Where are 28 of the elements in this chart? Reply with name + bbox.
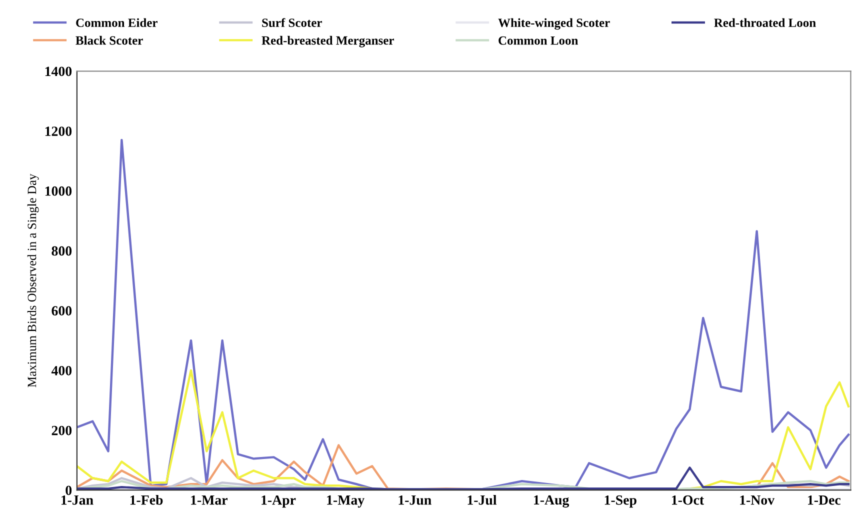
x-tick-label: 1-Mar	[191, 495, 228, 505]
legend-label: White-winged Scoter	[498, 18, 610, 30]
y-tick-label: 1200	[45, 126, 72, 136]
x-tick-label: 1-Jan	[61, 495, 94, 505]
legend-label: Surf Scoter	[262, 18, 322, 28]
x-tick-label: 1-Jun	[398, 495, 432, 505]
y-tick-label: 400	[51, 366, 72, 376]
legend-label: Common Eider	[76, 18, 158, 28]
y-tick-label: 0	[66, 486, 72, 496]
x-tick-label: 1-Jul	[468, 494, 497, 505]
legend-label: Black Scoter	[76, 36, 143, 45]
x-tick-label: 1-Aug	[534, 495, 570, 508]
x-tick-label: 1-Dec	[808, 495, 841, 505]
legend-label: Red-throated Loon	[714, 18, 816, 28]
x-tick-label: 1-Nov	[740, 495, 775, 505]
x-tick-label: 1-May	[327, 495, 364, 508]
y-tick-label: 1400	[45, 66, 72, 76]
x-tick-label: 1-Feb	[130, 494, 163, 505]
y-tick-label: 200	[52, 426, 72, 436]
x-tick-label: 1-Apr	[262, 495, 296, 508]
y-tick-label: 1000	[45, 186, 72, 196]
y-axis-title: Maximum Birds Observed in a Single Day	[27, 174, 39, 388]
x-tick-label: 1-Sep	[604, 495, 636, 508]
legend-label: Common Loon	[498, 36, 578, 45]
x-tick-label: 1-Oct	[672, 495, 704, 505]
y-tick-label: 600	[52, 306, 72, 316]
legend-label: Red-breasted Merganser	[262, 36, 394, 48]
y-tick-label: 800	[52, 246, 72, 256]
